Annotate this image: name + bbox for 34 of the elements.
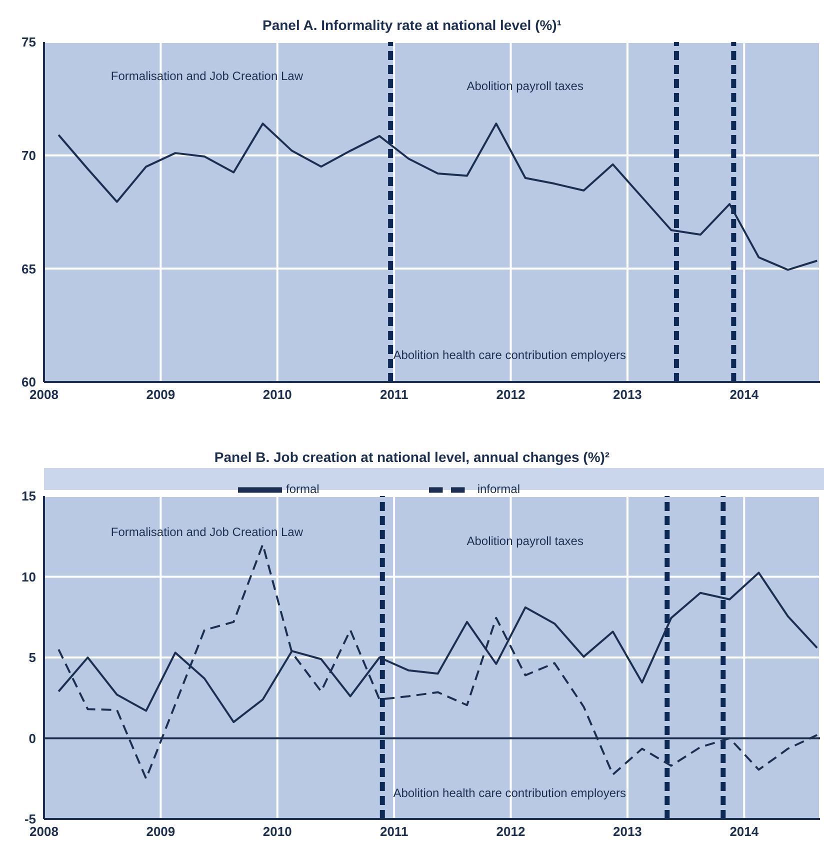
x-tick-label: 2013 — [613, 824, 642, 840]
y-tick-label: -5 — [24, 812, 36, 827]
x-tick-label: 2008 — [30, 824, 58, 840]
y-tick-label: 5 — [28, 650, 36, 666]
x-tick-label: 2009 — [146, 824, 176, 840]
legend-label: informal — [477, 482, 520, 496]
x-tick-label: 2014 — [730, 824, 760, 840]
x-tick-label: 2014 — [730, 387, 760, 402]
y-tick-label: 60 — [22, 374, 36, 390]
y-tick-label: 75 — [22, 34, 36, 50]
y-tick-label: 10 — [22, 569, 36, 584]
y-tick-label: 0 — [28, 730, 36, 746]
x-tick-label: 2011 — [380, 387, 408, 402]
y-tick-label: 65 — [22, 261, 36, 276]
chart-title: Panel A. Informality rate at national level (%)¹ — [262, 16, 562, 35]
annotation: Abolition payroll taxes — [466, 534, 584, 548]
x-tick-label: 2011 — [380, 824, 408, 840]
x-tick-label: 2009 — [146, 387, 176, 402]
x-tick-label: 2013 — [613, 387, 642, 402]
x-tick-label: 2010 — [262, 387, 292, 402]
legend-label: formal — [286, 482, 320, 496]
x-tick-label: 2010 — [262, 824, 292, 840]
x-tick-label: 2012 — [496, 387, 526, 402]
annotation: Abolition payroll taxes — [466, 79, 584, 94]
x-tick-label: 2012 — [496, 824, 526, 840]
y-tick-label: 70 — [22, 148, 36, 163]
chart-title: Panel B. Job creation at national level, annual changes (%)² — [213, 448, 611, 467]
annotation: Formalisation and Job Creation Law — [110, 524, 304, 539]
line-series — [58, 122, 818, 271]
annotation: Formalisation and Job Creation Law — [110, 69, 304, 83]
annotation: Abolition health care contribution employers — [392, 786, 627, 800]
y-tick-label: 15 — [22, 488, 36, 504]
annotation: Abolition health care contribution employers — [392, 348, 627, 362]
x-tick-label: 2008 — [30, 387, 58, 402]
